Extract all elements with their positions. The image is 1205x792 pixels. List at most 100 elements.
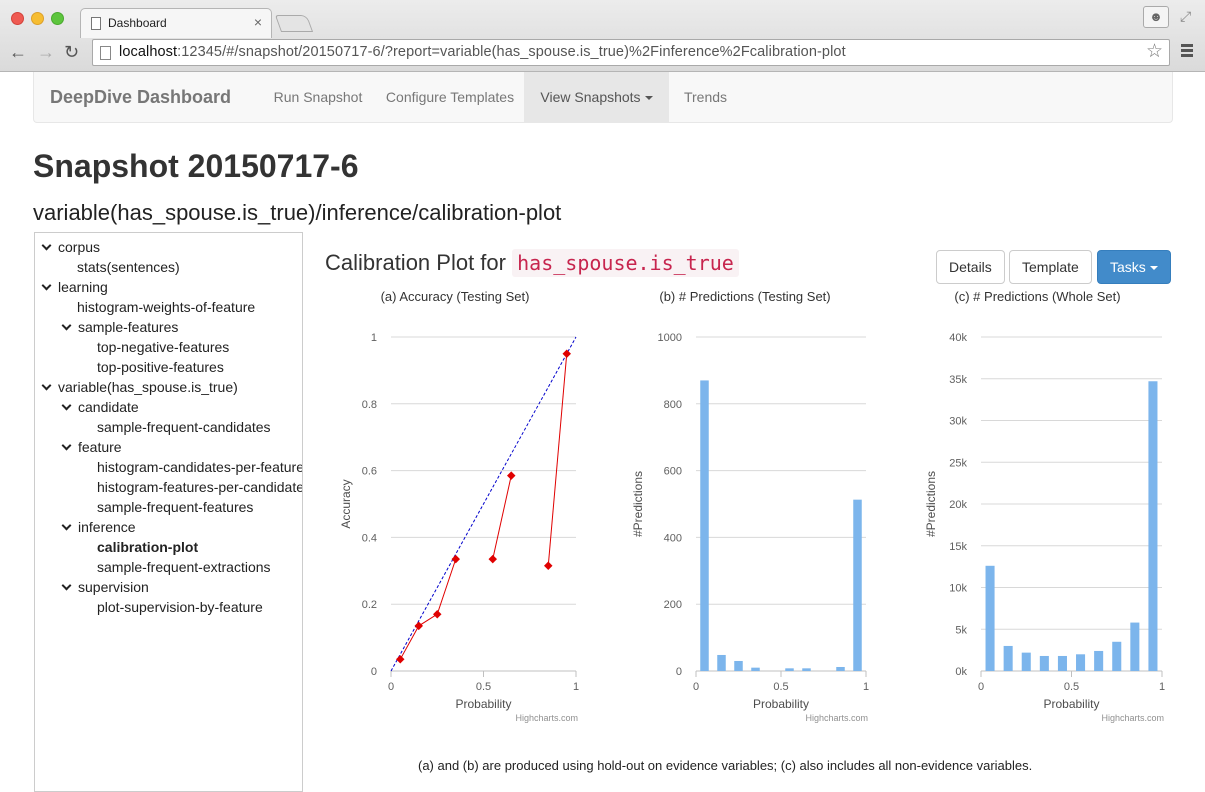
histogram-bar — [1130, 622, 1140, 671]
document-icon — [100, 46, 111, 60]
chart-title: (a) Accuracy (Testing Set) — [381, 289, 530, 304]
tree-item[interactable]: corpus — [41, 237, 100, 257]
caret-down-icon — [644, 96, 653, 101]
nav-configure-templates[interactable]: Configure Templates — [385, 89, 515, 105]
reload-icon[interactable]: ↻ — [64, 42, 80, 62]
tree-item[interactable]: learning — [41, 277, 108, 297]
y-tick-label: 200 — [664, 599, 682, 611]
series-line — [547, 353, 568, 566]
tree-item-label: sample-frequent-candidates — [97, 419, 271, 435]
tab-title: Dashboard — [108, 16, 167, 30]
tree-item-label: variable(has_spouse.is_true) — [58, 379, 238, 395]
profile-icon[interactable]: ☻ — [1143, 6, 1169, 28]
x-tick-label: 0 — [388, 681, 394, 693]
y-tick-label: 600 — [664, 466, 682, 478]
tree-item[interactable]: plot-supervision-by-feature — [97, 597, 263, 617]
tab-close-icon[interactable]: × — [253, 14, 262, 30]
histogram-bar — [1112, 641, 1122, 671]
brand-link[interactable]: DeepDive Dashboard — [50, 87, 232, 107]
chevron-down-icon[interactable] — [61, 400, 72, 411]
tree-item[interactable]: sample-frequent-extractions — [97, 557, 271, 577]
y-tick-label: 10k — [949, 583, 967, 595]
tree-item-label: corpus — [58, 239, 101, 255]
details-button[interactable]: Details — [936, 250, 1005, 284]
data-point — [562, 349, 571, 358]
template-button[interactable]: Template — [1009, 250, 1092, 284]
data-point — [544, 561, 553, 571]
chevron-down-icon[interactable] — [61, 580, 72, 591]
tree-item-label: candidate — [78, 399, 139, 415]
tree-item-label: top-positive-features — [97, 359, 224, 375]
new-tab-button[interactable] — [274, 15, 314, 32]
bookmark-star-icon[interactable]: ☆ — [1145, 41, 1163, 62]
tree-item[interactable]: feature — [61, 437, 122, 457]
nav-trends[interactable]: Trends — [683, 89, 728, 105]
tree-item[interactable]: stats(sentences) — [77, 257, 180, 277]
y-tick-label: 5k — [955, 624, 967, 636]
data-point — [451, 554, 460, 564]
tree-item-label: histogram-features-per-candidate — [97, 479, 303, 495]
forward-arrow-icon[interactable]: → — [37, 42, 55, 62]
chevron-down-icon[interactable] — [61, 320, 72, 331]
tasks-button[interactable]: Tasks — [1097, 250, 1171, 284]
x-axis-label: Probability — [753, 697, 809, 711]
url-text[interactable]: localhost:12345/#/snapshot/20150717-6/?r… — [119, 44, 846, 60]
tree-item[interactable]: supervision — [61, 577, 149, 597]
histogram-bar — [1076, 654, 1086, 671]
chevron-down-icon[interactable] — [61, 440, 72, 451]
x-tick-label: 0.5 — [773, 681, 788, 693]
hamburger-menu-icon[interactable] — [1181, 44, 1193, 59]
chart-title: (c) # Predictions (Whole Set) — [954, 289, 1120, 304]
histogram-bar — [1057, 655, 1067, 671]
nav-run-snapshot[interactable]: Run Snapshot — [273, 89, 363, 105]
x-tick-label: 0.5 — [1064, 681, 1079, 693]
tree-item[interactable]: sample-features — [61, 317, 178, 337]
series-line — [492, 475, 512, 560]
y-tick-label: 800 — [664, 399, 682, 411]
chart-title: (b) # Predictions (Testing Set) — [659, 289, 830, 304]
y-axis-label: #Predictions — [924, 471, 938, 537]
histogram-bar — [700, 380, 709, 671]
data-point — [433, 609, 442, 619]
chart-credits: Highcharts.com — [515, 713, 578, 723]
predictions-whole-chart: (c) # Predictions (Whole Set) 0k 5k 10k 15k 2… — [924, 289, 1165, 723]
tree-item[interactable]: histogram-weights-of-feature — [77, 297, 255, 317]
data-point — [507, 471, 516, 480]
tree-item[interactable]: inference — [61, 517, 136, 537]
histogram-bar — [751, 667, 760, 671]
nav-view-snapshots[interactable]: View Snapshots — [524, 72, 669, 122]
histogram-bar — [836, 666, 845, 671]
tree-item[interactable]: top-positive-features — [97, 357, 224, 377]
tree-item-label: sample-frequent-extractions — [97, 559, 271, 575]
tree-item-label: feature — [78, 439, 122, 455]
fullscreen-icon[interactable]: ⤢ — [1180, 8, 1192, 24]
address-bar[interactable]: localhost:12345/#/snapshot/20150717-6/?r… — [92, 39, 1170, 66]
y-tick-label: 0k — [955, 666, 967, 678]
tree-item[interactable]: candidate — [61, 397, 139, 417]
tree-item[interactable]: histogram-candidates-per-feature — [97, 457, 302, 477]
y-tick-label: 0.4 — [362, 532, 377, 544]
y-tick-label: 400 — [664, 532, 682, 544]
tree-item[interactable]: calibration-plot — [97, 537, 198, 557]
tree-item[interactable]: histogram-features-per-candidate — [97, 477, 303, 497]
tree-item[interactable]: sample-frequent-candidates — [97, 417, 271, 437]
tree-item[interactable]: variable(has_spouse.is_true) — [41, 377, 238, 397]
minimize-window-button[interactable] — [31, 12, 44, 25]
chart-credits: Highcharts.com — [805, 713, 868, 723]
chevron-down-icon[interactable] — [41, 380, 52, 391]
zoom-window-button[interactable] — [51, 12, 64, 25]
browser-tab[interactable]: Dashboard × — [80, 8, 272, 38]
chevron-down-icon[interactable] — [61, 520, 72, 531]
tree-item[interactable]: sample-frequent-features — [97, 497, 253, 517]
x-tick-label: 0.5 — [476, 681, 491, 693]
tree-item-label: top-negative-features — [97, 339, 230, 355]
close-window-button[interactable] — [11, 12, 24, 25]
tree-item[interactable]: top-negative-features — [97, 337, 229, 357]
x-axis-label: Probability — [1043, 697, 1099, 711]
back-arrow-icon[interactable]: ← — [9, 42, 27, 62]
chevron-down-icon[interactable] — [41, 280, 52, 291]
footnote: (a) and (b) are produced using hold-out … — [418, 758, 1033, 773]
tree-item-label: learning — [58, 279, 108, 295]
histogram-bar — [853, 499, 862, 671]
chevron-down-icon[interactable] — [41, 240, 52, 251]
